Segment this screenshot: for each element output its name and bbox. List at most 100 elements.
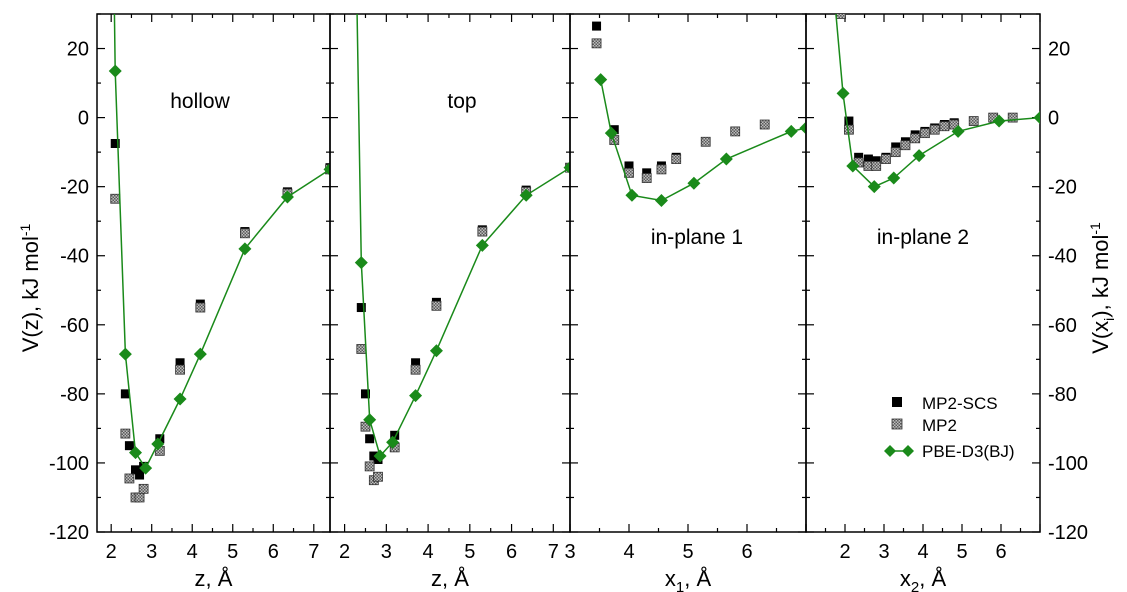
mp2-scs-point [592,21,602,31]
mp2-scs-point [411,358,421,368]
x-tick-label: 6 [741,541,752,563]
mp2-point [900,140,911,151]
legend-label-pbe: PBE-D3(BJ) [922,442,1015,461]
mp2-scs-point [642,168,652,178]
y-tick-label-right: 20 [1048,39,1070,61]
mp2-point [890,147,901,158]
panel-3: 3 4 5 6 x1, Å in-plane 1 [564,13,807,592]
pbe-point [625,188,639,202]
pbe-point [118,347,132,361]
x-tick-label: 7 [548,541,559,563]
mp2-scs-point [130,465,140,475]
mp2-point [110,193,121,204]
mp2-point [240,228,250,239]
mp2-point [730,126,741,137]
mp2-point [591,38,602,49]
pbe-point [912,149,926,163]
panel-label: hollow [170,90,230,113]
x-tick-label: 5 [956,541,967,563]
mp2-scs-point [175,358,185,368]
mp2-point [910,133,921,144]
pbe-point [280,190,294,204]
panel-data [835,14,1040,194]
legend: MP2-SCS MP2 PBE-D3(BJ) [884,394,1015,461]
mp2-point [373,471,383,482]
pbe-point [108,64,122,78]
pbe-point [719,152,733,166]
pbe-point [604,126,618,140]
mp2-scs-point [871,156,881,166]
panel-label: top [447,90,476,113]
mp2-point [671,154,682,164]
panel-frame [569,13,807,533]
mp2-scs-point [124,441,134,451]
pbe-point [867,180,881,194]
y-tick-label-left: -20 [60,177,89,199]
mp2-point [968,116,979,126]
mp2-point [836,14,846,19]
mp2-scs-point [365,434,375,444]
left-y-axis-title: V(z), kJ mol-1 [17,224,43,353]
y-tick-label-left: -100 [49,453,89,475]
x-tick-label: 4 [423,541,434,563]
mp2-point [195,302,206,313]
legend-marker-pbe-left [884,445,896,457]
left-y-axis-title-sup: -1 [17,224,33,237]
pbe-point [951,124,965,138]
mp2-scs-point [624,161,634,171]
y-tick-label-right: -120 [1048,522,1088,544]
mp2-point [360,421,371,432]
mp2-point [120,428,131,439]
mp2-point [1007,112,1018,123]
pbe-point [363,413,377,427]
x-axis-title: x2, Å [900,566,947,592]
mp2-point [134,492,145,503]
mp2-scs-point [356,303,366,313]
mp2-point [364,461,375,472]
panel-data [354,14,570,486]
mp2-scs-point [360,389,370,399]
pbe-point [139,461,153,475]
x-tick-label: 4 [917,541,928,563]
pbe-line [356,14,570,458]
panel-label: in-plane 1 [651,226,743,249]
right-y-axis-title-sup: -1 [1087,222,1103,235]
x-tick-label: 5 [464,541,475,563]
mp2-scs-point [854,152,864,162]
x-axis-title: x1, Å [665,566,712,592]
mp2-scs-point [891,142,901,152]
pbe-point [238,242,252,256]
x-tick-label: 3 [878,541,889,563]
mp2-scs-point [844,116,854,126]
mp2-point [939,121,950,132]
legend-label-mp2: MP2 [922,416,957,435]
y-tick-label-right: -40 [1048,246,1077,268]
pbe-point [654,193,668,207]
pbe-point [887,171,901,185]
y-tick-label-left: 20 [67,39,89,61]
pbe-point [992,114,1006,128]
y-tick-label-right: -60 [1048,315,1077,337]
x-tick-label: 2 [839,541,850,563]
pbe-point [846,159,860,173]
pbe-point [519,188,533,202]
x-tick-label: 2 [106,541,117,563]
x-tick-label: 5 [227,541,238,563]
panel-label: in-plane 2 [877,226,969,249]
pbe-line [599,79,806,202]
panel-2: 2 3 4 5 6 7 z, Å top [329,13,571,591]
pbe-point [354,256,368,270]
pbe-point [563,161,570,175]
x-tick-label: 6 [995,541,1006,563]
y-tick-label-left: -60 [60,315,89,337]
pbe-point [151,437,165,451]
x-tick-label: 4 [623,541,634,563]
mp2-point [641,173,652,183]
mp2-point [356,344,367,354]
pbe-point [409,389,423,403]
legend-label-mp2-scs: MP2-SCS [922,394,998,413]
y-tick-label-left: 0 [78,108,89,130]
y-tick-label-right: -80 [1048,384,1077,406]
x-tick-label: 4 [187,541,198,563]
